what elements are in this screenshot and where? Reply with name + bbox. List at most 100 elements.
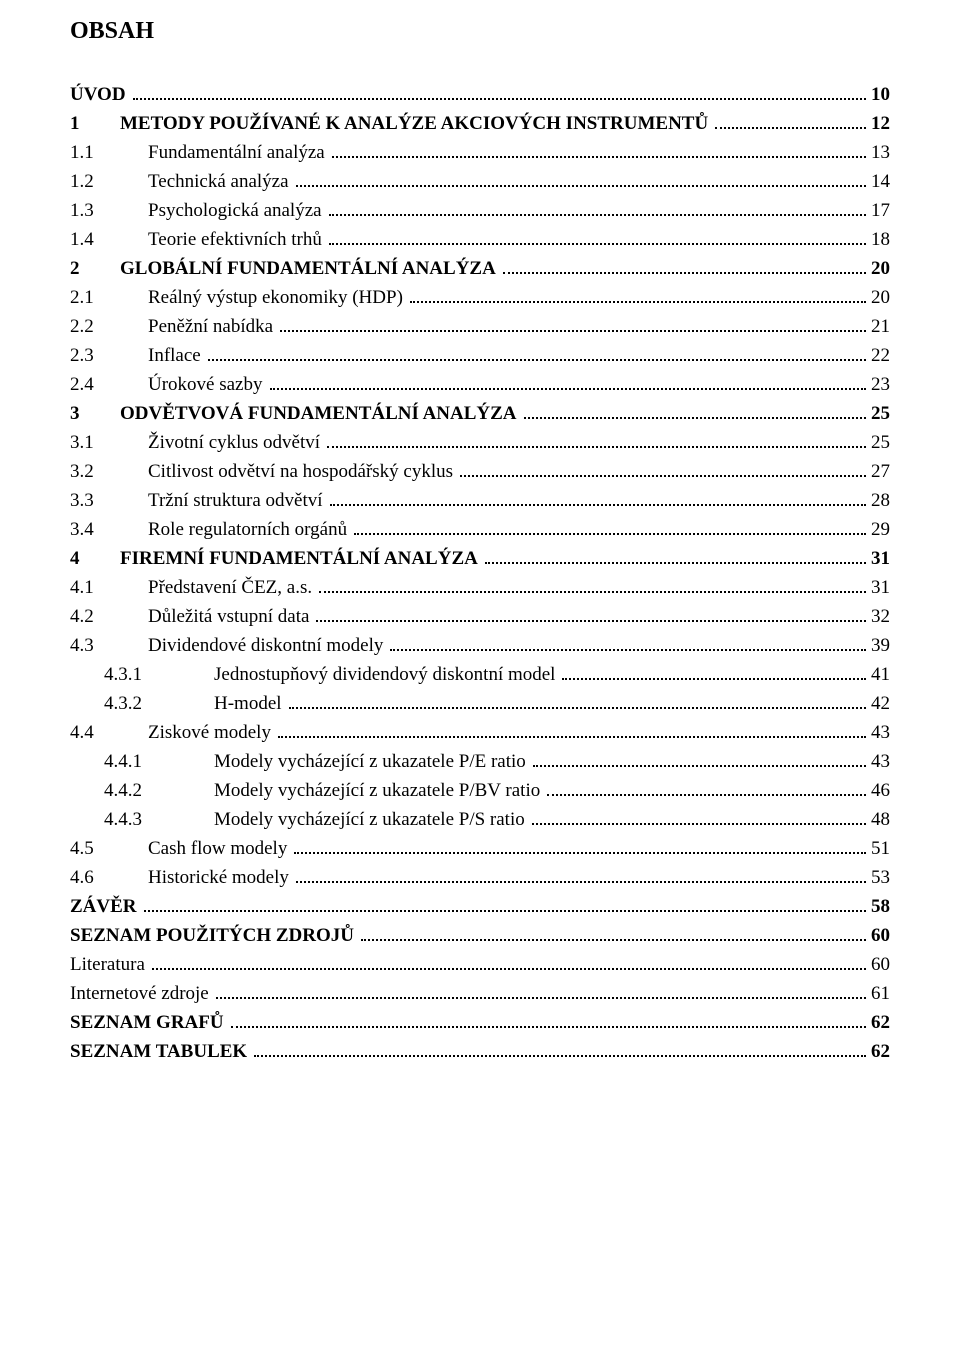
toc-entry: Internetové zdroje61 (70, 984, 890, 1003)
toc-entry: 4.3.2H-model 42 (70, 694, 890, 713)
toc-entry-page: 22 (869, 346, 890, 365)
toc-entry-number: 4.6 (70, 868, 148, 887)
toc-entry-page: 25 (869, 404, 890, 423)
toc-entry: 3.2Citlivost odvětví na hospodářský cykl… (70, 462, 890, 481)
toc-entry-label: Citlivost odvětví na hospodářský cyklus (148, 462, 457, 481)
page-title: OBSAH (70, 18, 890, 45)
toc-entry: 4.4.3Modely vycházející z ukazatele P/S … (70, 810, 890, 829)
toc-entry-number: 2.4 (70, 375, 148, 394)
toc-entry-label: Životní cyklus odvětví (148, 433, 324, 452)
toc-leader-dots (319, 591, 866, 593)
toc-entry-label: Technická analýza (148, 172, 293, 191)
toc-leader-dots (254, 1055, 866, 1057)
toc-entry-page: 10 (869, 85, 890, 104)
toc-entry-page: 60 (869, 926, 890, 945)
toc-entry: 4.3.1Jednostupňový dividendový diskontní… (70, 665, 890, 684)
toc-entry-page: 17 (869, 201, 890, 220)
toc-entry: 1.1Fundamentální analýza 13 (70, 143, 890, 162)
toc-entry-page: 31 (869, 578, 890, 597)
toc-entry-page: 13 (869, 143, 890, 162)
toc-entry-number: 2 (70, 259, 120, 278)
toc-leader-dots (533, 765, 866, 767)
toc-entry-number: 4.3.2 (70, 694, 214, 713)
toc-entry-label: Modely vycházející z ukazatele P/BV rati… (214, 781, 544, 800)
toc-entry-label: SEZNAM POUŽITÝCH ZDROJŮ (70, 926, 358, 945)
toc-entry-number: 4.4.1 (70, 752, 214, 771)
toc-entry-page: 41 (869, 665, 890, 684)
toc-leader-dots (329, 214, 866, 216)
toc-entry-page: 43 (869, 752, 890, 771)
toc-leader-dots (294, 852, 866, 854)
toc-entry-label: Úrokové sazby (148, 375, 267, 394)
toc-entry: SEZNAM TABULEK 62 (70, 1042, 890, 1061)
toc-entry-number: 4.5 (70, 839, 148, 858)
toc-entry-label: Role regulatorních orgánů (148, 520, 351, 539)
toc-entry-number: 1.2 (70, 172, 148, 191)
toc-entry-label: Představení ČEZ, a.s. (148, 578, 316, 597)
toc-entry-label: Teorie efektivních trhů (148, 230, 326, 249)
toc-entry: 4.1Představení ČEZ, a.s. 31 (70, 578, 890, 597)
toc-entry: 4.4Ziskové modely43 (70, 723, 890, 742)
toc-entry: 4.4.1Modely vycházející z ukazatele P/E … (70, 752, 890, 771)
toc-entry-number: 4.4.3 (70, 810, 214, 829)
toc-entry: 4FIREMNÍ FUNDAMENTÁLNÍ ANALÝZA31 (70, 549, 890, 568)
toc-entry-page: 60 (869, 955, 890, 974)
toc-entry: 3ODVĚTVOVÁ FUNDAMENTÁLNÍ ANALÝZA25 (70, 404, 890, 423)
toc-entry-label: Historické modely (148, 868, 293, 887)
toc-entry-label: SEZNAM TABULEK (70, 1042, 251, 1061)
toc-entry-label: H-model (214, 694, 286, 713)
toc-entry-number: 1.1 (70, 143, 148, 162)
toc-leader-dots (216, 997, 866, 999)
toc-entry-page: 21 (869, 317, 890, 336)
toc-entry-label: Cash flow modely (148, 839, 291, 858)
toc-leader-dots (354, 533, 866, 535)
toc-entry-number: 4.1 (70, 578, 148, 597)
toc-entry-page: 42 (869, 694, 890, 713)
toc-leader-dots (547, 794, 866, 796)
toc-entry: 2GLOBÁLNÍ FUNDAMENTÁLNÍ ANALÝZA 20 (70, 259, 890, 278)
toc-entry: 4.2Důležitá vstupní data32 (70, 607, 890, 626)
toc-entry-label: Ziskové modely (148, 723, 275, 742)
toc-entry: SEZNAM POUŽITÝCH ZDROJŮ 60 (70, 926, 890, 945)
toc-leader-dots (330, 504, 866, 506)
toc-entry-page: 29 (869, 520, 890, 539)
toc-entry-number: 4.4.2 (70, 781, 214, 800)
toc-entry-number: 1 (70, 114, 120, 133)
toc-entry-label: Modely vycházející z ukazatele P/E ratio (214, 752, 530, 771)
table-of-contents: ÚVOD101METODY POUŽÍVANÉ K ANALÝZE AKCIOV… (70, 85, 890, 1061)
toc-entry: 1.2Technická analýza 14 (70, 172, 890, 191)
toc-entry-number: 4.3 (70, 636, 148, 655)
toc-entry-label: Jednostupňový dividendový diskontní mode… (214, 665, 559, 684)
toc-entry-page: 62 (869, 1042, 890, 1061)
toc-entry-page: 14 (869, 172, 890, 191)
toc-leader-dots (316, 620, 866, 622)
toc-entry-number: 2.2 (70, 317, 148, 336)
toc-entry-number: 1.4 (70, 230, 148, 249)
toc-entry: 3.1Životní cyklus odvětví25 (70, 433, 890, 452)
toc-entry-page: 48 (869, 810, 890, 829)
toc-entry-label: GLOBÁLNÍ FUNDAMENTÁLNÍ ANALÝZA (120, 259, 500, 278)
toc-entry-page: 18 (869, 230, 890, 249)
toc-entry-number: 3.2 (70, 462, 148, 481)
toc-entry-label: Psychologická analýza (148, 201, 326, 220)
toc-entry-number: 3 (70, 404, 120, 423)
toc-entry-page: 20 (869, 288, 890, 307)
toc-leader-dots (329, 243, 866, 245)
toc-entry-page: 39 (869, 636, 890, 655)
toc-entry-label: Dividendové diskontní modely (148, 636, 387, 655)
toc-leader-dots (332, 156, 866, 158)
toc-entry-page: 32 (869, 607, 890, 626)
toc-entry-label: Důležitá vstupní data (148, 607, 313, 626)
toc-entry-page: 20 (869, 259, 890, 278)
toc-leader-dots (280, 330, 866, 332)
toc-entry: 2.2Peněžní nabídka21 (70, 317, 890, 336)
toc-leader-dots (562, 678, 866, 680)
toc-entry-label: Fundamentální analýza (148, 143, 329, 162)
toc-leader-dots (327, 446, 866, 448)
toc-entry-number: 2.3 (70, 346, 148, 365)
toc-entry-label: FIREMNÍ FUNDAMENTÁLNÍ ANALÝZA (120, 549, 482, 568)
toc-entry-page: 61 (869, 984, 890, 1003)
toc-entry-number: 4 (70, 549, 120, 568)
toc-leader-dots (485, 562, 866, 564)
toc-entry: 1METODY POUŽÍVANÉ K ANALÝZE AKCIOVÝCH IN… (70, 114, 890, 133)
